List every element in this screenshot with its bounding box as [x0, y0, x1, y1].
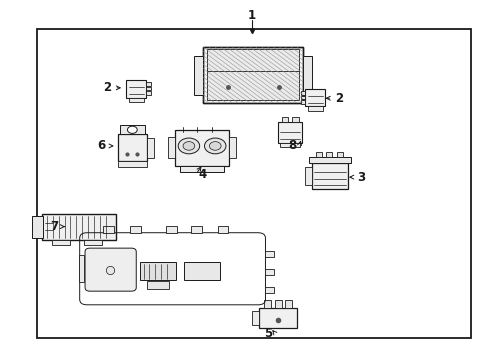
Bar: [300, 100, 305, 104]
Bar: [336, 152, 342, 157]
Bar: [147, 282, 168, 289]
Circle shape: [178, 138, 199, 154]
Bar: [285, 301, 292, 308]
Bar: [37, 30, 470, 338]
Bar: [280, 143, 299, 147]
Circle shape: [209, 141, 221, 150]
Bar: [264, 269, 273, 275]
Bar: [264, 287, 273, 293]
Bar: [203, 47, 303, 103]
Bar: [190, 226, 201, 233]
Bar: [264, 301, 270, 308]
Bar: [175, 130, 228, 166]
Bar: [180, 166, 224, 172]
Bar: [52, 239, 70, 244]
Text: 7: 7: [50, 220, 58, 233]
Bar: [305, 89, 325, 107]
Bar: [79, 255, 83, 282]
Bar: [264, 251, 273, 257]
Bar: [311, 163, 347, 189]
Bar: [307, 107, 322, 111]
Bar: [206, 49, 299, 71]
Bar: [252, 311, 259, 325]
FancyBboxPatch shape: [85, 248, 136, 291]
Bar: [146, 87, 151, 90]
Bar: [120, 126, 144, 134]
Bar: [206, 69, 299, 100]
Bar: [168, 137, 175, 158]
Bar: [305, 167, 311, 185]
Bar: [118, 134, 147, 161]
Bar: [183, 262, 220, 280]
Bar: [140, 262, 176, 280]
Bar: [103, 226, 114, 233]
Bar: [32, 216, 43, 238]
Bar: [130, 226, 141, 233]
Bar: [194, 56, 203, 95]
Bar: [228, 137, 235, 158]
Bar: [326, 152, 331, 157]
Bar: [259, 308, 297, 328]
Bar: [300, 96, 305, 99]
Circle shape: [183, 141, 194, 150]
Bar: [277, 122, 302, 143]
Bar: [217, 226, 228, 233]
Bar: [292, 117, 299, 122]
Bar: [281, 117, 288, 122]
Bar: [309, 157, 350, 163]
Bar: [303, 56, 311, 95]
Bar: [83, 239, 102, 244]
Bar: [203, 47, 303, 103]
FancyBboxPatch shape: [71, 226, 273, 311]
Bar: [147, 138, 154, 158]
Text: 2: 2: [102, 81, 111, 94]
Bar: [146, 82, 151, 86]
Bar: [166, 226, 177, 233]
Bar: [146, 91, 151, 95]
Bar: [126, 80, 146, 98]
Bar: [300, 91, 305, 95]
Text: 3: 3: [357, 171, 365, 184]
Bar: [118, 161, 147, 167]
Text: 1: 1: [247, 9, 255, 22]
Text: 6: 6: [97, 139, 105, 152]
Bar: [129, 98, 143, 102]
Bar: [42, 214, 116, 239]
Circle shape: [204, 138, 225, 154]
Circle shape: [127, 126, 137, 134]
Bar: [274, 301, 281, 308]
Text: 4: 4: [199, 168, 207, 181]
Text: 5: 5: [263, 327, 271, 340]
Text: 8: 8: [287, 139, 296, 152]
Bar: [315, 152, 321, 157]
Text: 2: 2: [335, 92, 343, 105]
